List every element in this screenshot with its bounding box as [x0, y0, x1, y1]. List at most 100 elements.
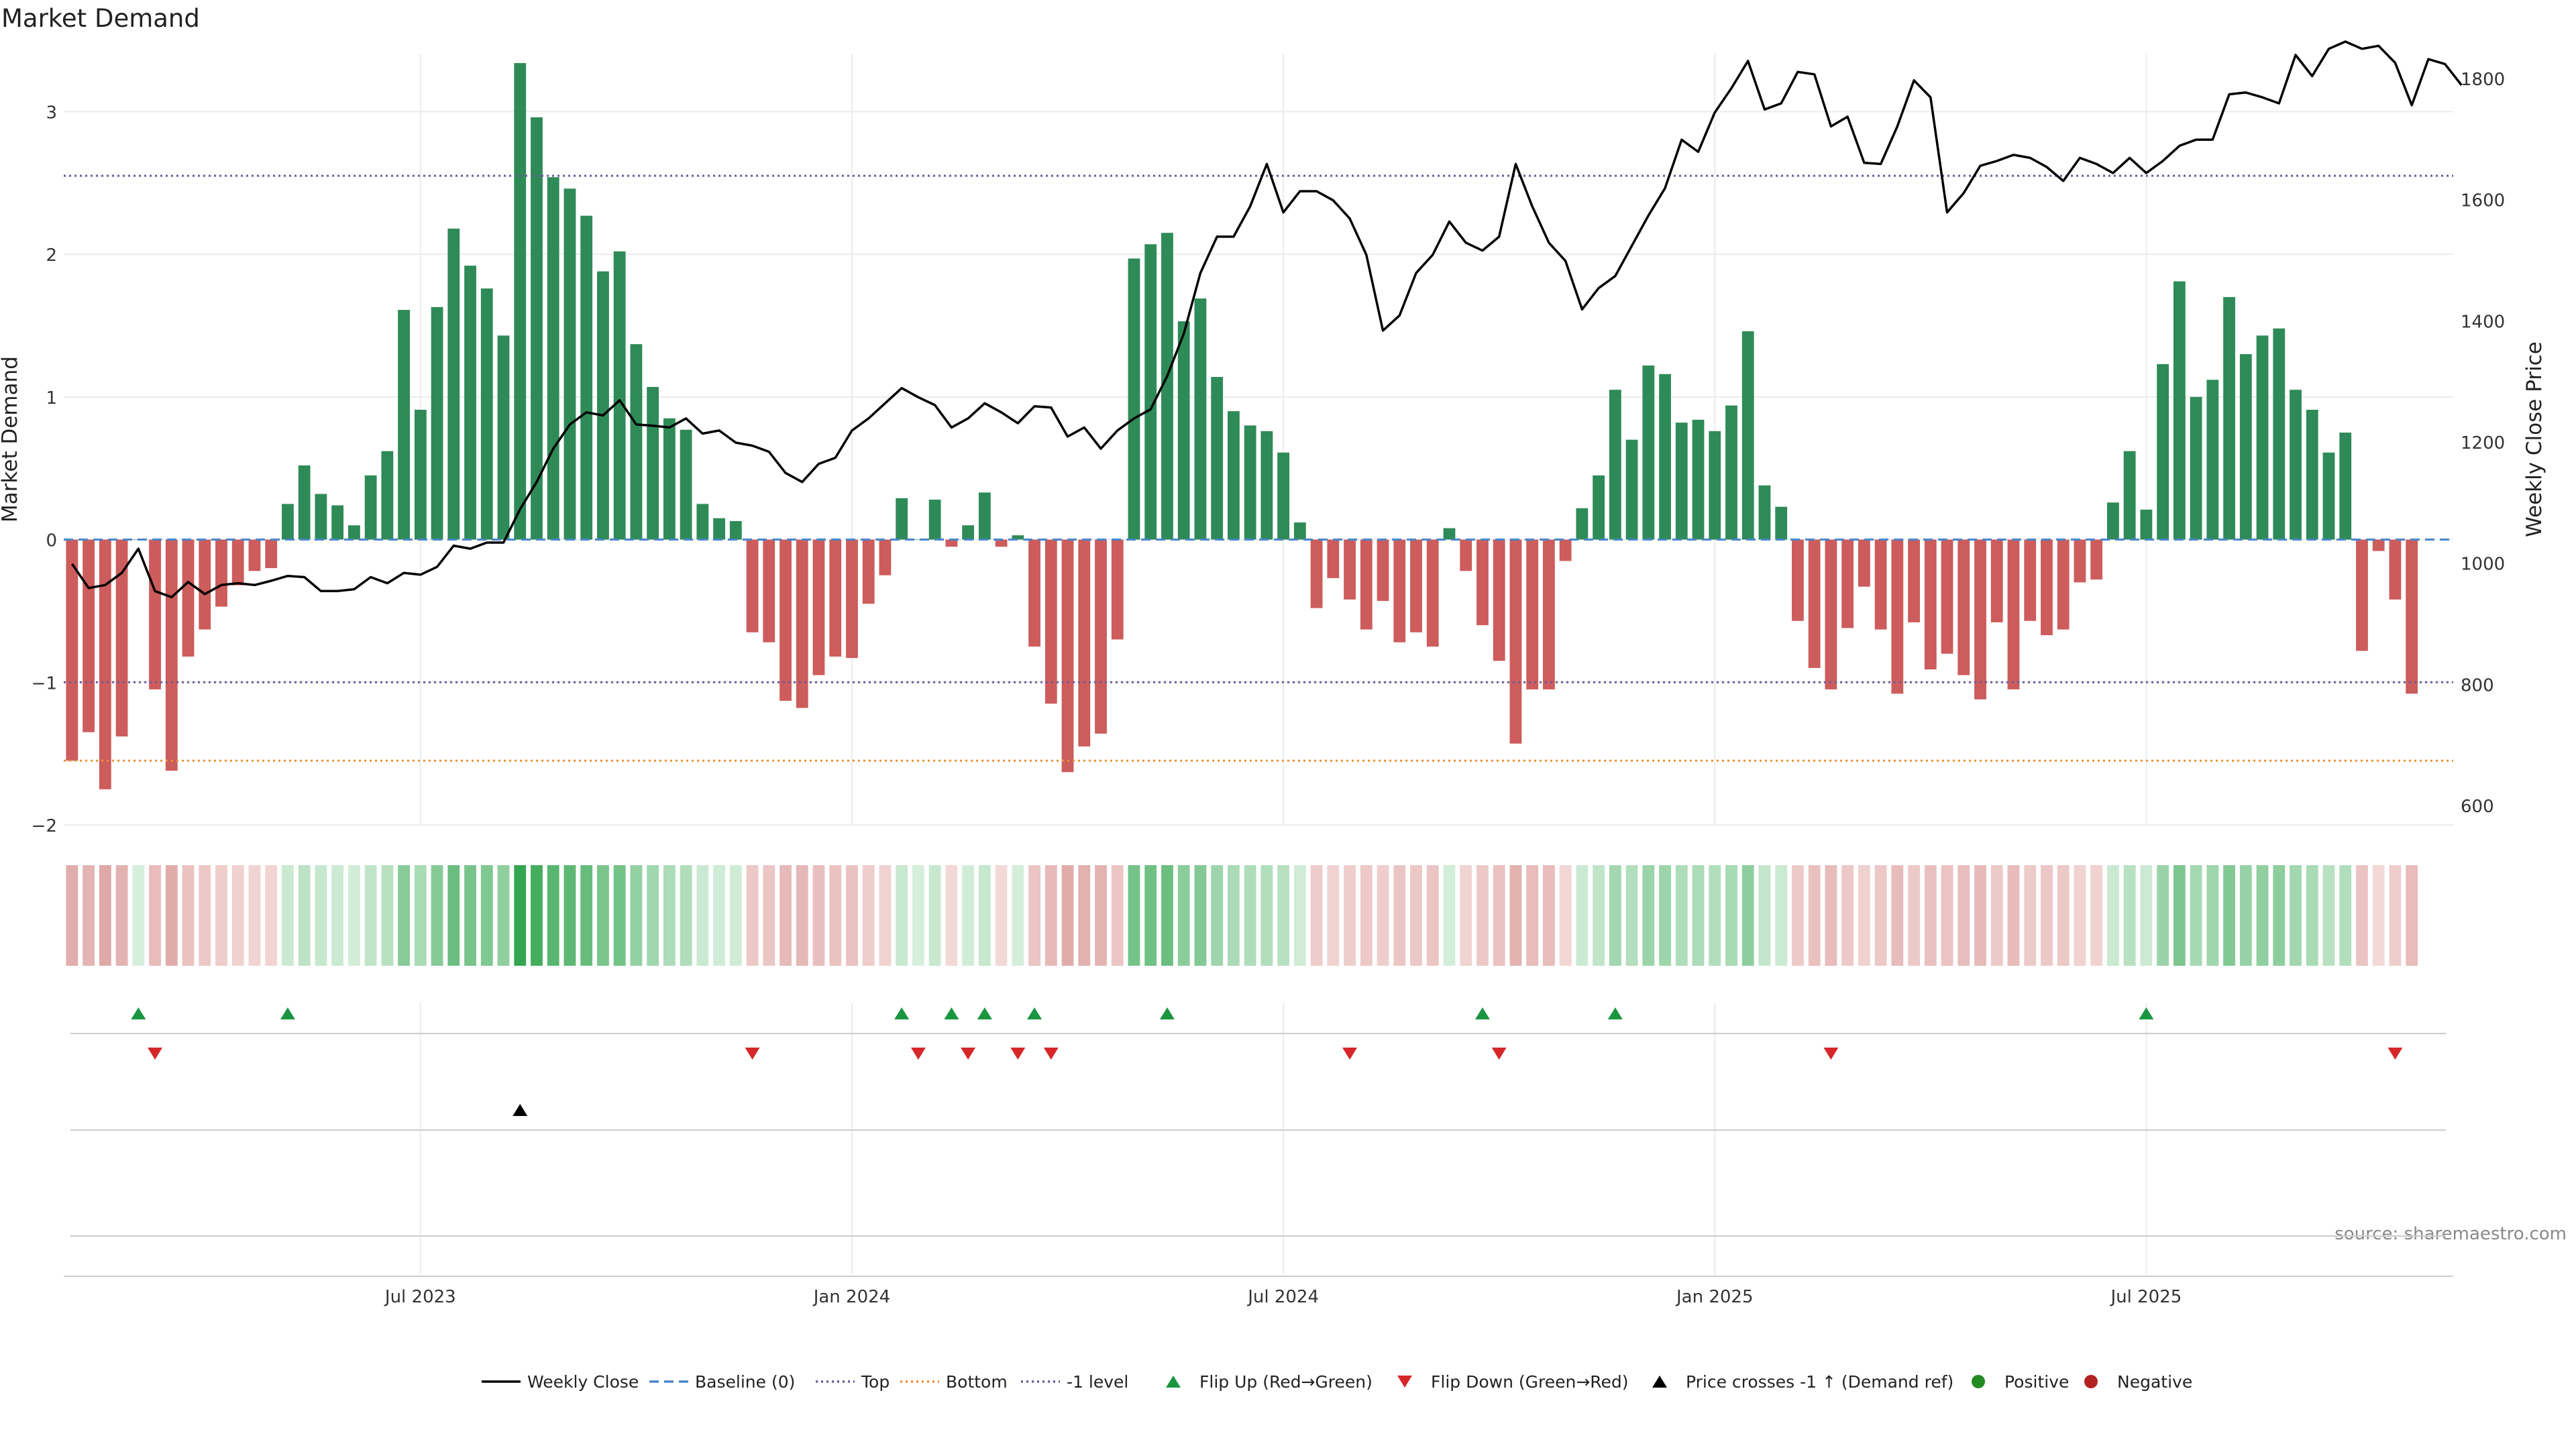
demand-bar	[1460, 539, 1472, 571]
demand-heat-cell	[381, 865, 394, 966]
demand-heat-cell	[1974, 865, 1986, 966]
flip-up-marker	[1474, 1007, 1490, 1019]
demand-bar	[1741, 331, 1754, 540]
price-cross-marker	[513, 1104, 528, 1116]
demand-heat-cell	[2406, 865, 2418, 966]
demand-heat-cell	[1758, 865, 1771, 966]
demand-bar	[1841, 539, 1854, 628]
demand-heat-cell	[1542, 865, 1555, 966]
demand-heat-cell	[780, 865, 792, 966]
demand-bar	[1758, 485, 1771, 540]
demand-bar	[1177, 321, 1190, 540]
demand-heat-cell	[796, 865, 808, 966]
demand-bar	[2090, 539, 2103, 580]
demand-bar	[1957, 539, 1970, 675]
y2-tick-label: 600	[2461, 797, 2494, 817]
demand-heat-cell	[597, 865, 609, 966]
demand-bar	[796, 539, 808, 708]
demand-heat-cell	[1327, 865, 1340, 966]
demand-heat-cell	[1277, 865, 1290, 966]
demand-bar	[2206, 380, 2219, 540]
demand-heat-cell	[2356, 865, 2368, 966]
demand-heat-cell	[879, 865, 892, 966]
demand-bar	[215, 539, 227, 607]
demand-heat-cell	[978, 865, 991, 966]
legend-label: Positive	[2004, 1372, 2069, 1392]
demand-heat-cell	[696, 865, 709, 966]
demand-bar	[1990, 539, 2003, 622]
demand-heat-cell	[1808, 865, 1821, 966]
demand-bar	[1161, 233, 1173, 540]
legend-swatch	[2084, 1375, 2098, 1388]
legend-label: Baseline (0)	[695, 1372, 795, 1392]
demand-bar	[1659, 374, 1671, 540]
demand-heat-cell	[1012, 865, 1024, 966]
demand-heat-cell	[2273, 865, 2286, 966]
demand-bar	[2372, 539, 2385, 551]
y2-tick-label: 1000	[2461, 555, 2505, 575]
demand-heat-cell	[1509, 865, 1522, 966]
demand-bar	[1858, 539, 1870, 587]
demand-heat-cell	[2239, 865, 2252, 966]
demand-bar	[1642, 366, 1655, 540]
demand-heat-cell	[812, 865, 825, 966]
demand-bar	[431, 306, 443, 540]
watermark: source: sharemaestro.com	[2334, 1224, 2567, 1244]
demand-heat-cell	[1360, 865, 1373, 966]
demand-heat-cell	[1426, 865, 1439, 966]
demand-bar	[248, 539, 261, 571]
demand-bar	[1808, 539, 1821, 668]
demand-bar	[1244, 425, 1256, 540]
demand-bar	[2406, 539, 2418, 694]
demand-heat-cell	[630, 865, 643, 966]
demand-heat-cell	[680, 865, 692, 966]
demand-heat-cell	[115, 865, 128, 966]
demand-heat-cell	[2389, 865, 2402, 966]
demand-heat-cell	[248, 865, 261, 966]
demand-bar	[696, 504, 709, 540]
legend-label: Top	[861, 1372, 890, 1392]
legend-label: Price crosses -1 ↑ (Demand ref)	[1686, 1372, 1953, 1392]
demand-bar	[1061, 539, 1074, 773]
demand-heat-cell	[1211, 865, 1224, 966]
demand-bar	[680, 429, 692, 540]
demand-heat-cell	[99, 865, 111, 966]
demand-heat-cell	[2256, 865, 2269, 966]
demand-heat-cell	[2157, 865, 2169, 966]
demand-bar	[1293, 522, 1306, 540]
demand-bar	[1526, 539, 1539, 689]
demand-heat-cell	[282, 865, 294, 966]
demand-bar	[1227, 411, 1240, 540]
demand-bar	[1941, 539, 1953, 654]
demand-bar	[1576, 508, 1589, 540]
y-axis-label: Market Demand	[0, 356, 22, 522]
legend-item: Flip Up (Red→Green)	[1166, 1372, 1373, 1392]
demand-bar	[165, 539, 178, 771]
demand-heat-cell	[2322, 865, 2335, 966]
demand-heat-cell	[2057, 865, 2070, 966]
demand-bar	[1709, 431, 1721, 540]
demand-bar	[729, 520, 742, 540]
demand-bar	[1044, 539, 1057, 704]
flip-up-marker	[1159, 1007, 1175, 1019]
demand-bar	[497, 335, 510, 540]
y-tick-label: 3	[46, 103, 57, 123]
demand-heat-cell	[66, 865, 78, 966]
demand-bar	[2190, 396, 2202, 540]
demand-bar	[1493, 539, 1505, 661]
demand-heat-cell	[1792, 865, 1804, 966]
demand-heat-cell	[912, 865, 924, 966]
demand-bar	[829, 539, 842, 657]
demand-bar	[298, 465, 311, 540]
demand-heat-cell	[1260, 865, 1273, 966]
demand-bar	[2041, 539, 2053, 636]
demand-bar	[531, 117, 543, 540]
demand-heat-cell	[1227, 865, 1240, 966]
demand-heat-cell	[2107, 865, 2119, 966]
demand-heat-cell	[2223, 865, 2235, 966]
demand-bar	[447, 228, 460, 540]
demand-bar	[896, 498, 908, 540]
demand-heat-cell	[1161, 865, 1173, 966]
flip-down-marker	[2387, 1048, 2403, 1060]
demand-heat-cell	[2206, 865, 2219, 966]
